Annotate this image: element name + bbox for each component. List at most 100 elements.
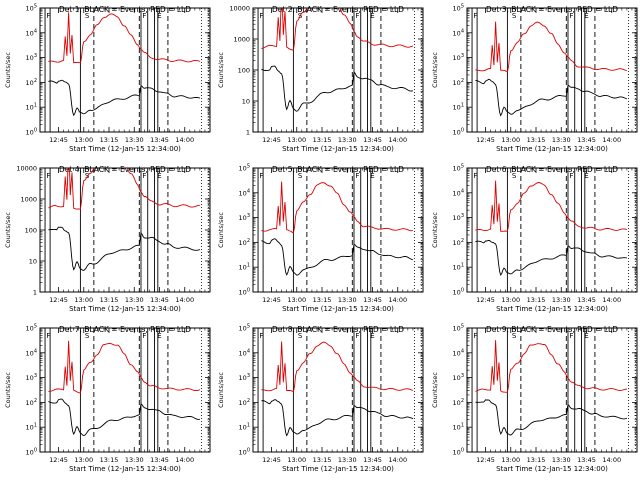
marker-letter: F — [46, 12, 50, 20]
panel-det-9: Det 9, BLACK = Events, RED = LLD Counts/s… — [431, 324, 638, 473]
series-line-lld — [48, 12, 201, 64]
y-tick-label: 100 — [239, 288, 250, 297]
x-tick-label: 12:45 — [262, 296, 281, 304]
x-tick-label: 13:15 — [100, 456, 119, 464]
y-tick-label: 105 — [239, 164, 250, 173]
x-tick-label: 14:00 — [602, 136, 621, 144]
x-tick-label: 14:00 — [388, 136, 407, 144]
plot-area — [261, 341, 414, 437]
series-line-events — [48, 79, 201, 117]
x-axis-label: Start Time (12-Jan-15 12:34:00) — [69, 305, 181, 313]
y-tick-label: 101 — [453, 423, 464, 432]
y-tick-label: 105 — [453, 324, 464, 333]
plot-area — [475, 21, 628, 117]
y-tick-label: 104 — [239, 348, 250, 357]
x-tick-label: 12:45 — [49, 456, 68, 464]
panel-det-2: Det 2, BLACK = Events, RED = LLD Counts/s… — [217, 5, 424, 153]
y-tick-label: 104 — [453, 28, 464, 37]
y-tick-label: 101 — [26, 423, 37, 432]
x-tick-label: 13:00 — [287, 136, 306, 144]
y-tick-label: 100 — [453, 448, 464, 457]
panel-title: Det 1, BLACK = Events, RED = LLD — [59, 5, 191, 14]
marker-letter: F — [355, 172, 359, 180]
series-line-events — [48, 398, 200, 436]
series-line-lld — [475, 180, 628, 232]
y-tick-label: 102 — [453, 238, 464, 247]
panel-det-7: Det 7, BLACK = Events, RED = LLD Counts/s… — [4, 324, 211, 473]
y-tick-label: 103 — [239, 373, 250, 382]
y-tick-label: 102 — [26, 78, 37, 87]
plot-area — [48, 168, 201, 271]
y-tick-label: 101 — [26, 103, 37, 112]
x-tick-label: 13:15 — [100, 136, 119, 144]
x-tick-label: 13:45 — [150, 296, 169, 304]
y-tick-label: 103 — [453, 373, 464, 382]
x-tick-label: 12:45 — [476, 136, 495, 144]
y-axis-label: Counts/sec — [431, 212, 439, 248]
y-tick-label: 104 — [26, 28, 37, 37]
marker-letter: F — [259, 12, 263, 20]
x-tick-label: 13:15 — [313, 296, 332, 304]
y-tick-label: 101 — [453, 103, 464, 112]
x-axis-label: Start Time (12-Jan-15 12:34:00) — [282, 145, 394, 153]
y-tick-label: 105 — [239, 324, 250, 333]
marker-letter: S — [85, 12, 90, 20]
x-tick-label: 13:30 — [552, 296, 571, 304]
y-tick-label: 105 — [453, 164, 464, 173]
x-tick-label: 12:45 — [262, 136, 281, 144]
marker-letter: S — [298, 172, 303, 180]
marker-letter: E — [157, 332, 161, 340]
x-tick-label: 13:30 — [552, 456, 571, 464]
panel-det-5: Det 5, BLACK = Events, RED = LLD Counts/s… — [217, 164, 424, 313]
panel-det-8: Det 8, BLACK = Events, RED = LLD Counts/s… — [217, 324, 424, 473]
series-line-lld — [475, 340, 627, 393]
x-tick-label: 14:00 — [602, 296, 621, 304]
marker-letter: E — [584, 172, 588, 180]
y-axis-label: Counts/sec — [4, 212, 12, 248]
x-tick-label: 14:00 — [175, 136, 194, 144]
y-tick-label: 10 — [29, 258, 37, 266]
marker-letter: F — [46, 332, 50, 340]
y-tick-label: 102 — [26, 398, 37, 407]
x-tick-label: 13:00 — [501, 296, 520, 304]
y-tick-label: 101 — [239, 263, 250, 272]
x-axis-label: Start Time (12-Jan-15 12:34:00) — [496, 305, 608, 313]
marker-letter: F — [569, 332, 573, 340]
x-tick-label: 13:30 — [338, 456, 357, 464]
y-tick-label: 104 — [239, 188, 250, 197]
marker-letter: F — [473, 12, 477, 20]
x-axis-label: Start Time (12-Jan-15 12:34:00) — [69, 145, 181, 153]
series-line-lld — [261, 181, 413, 234]
x-tick-label: 12:45 — [476, 296, 495, 304]
panel-det-4: Det 4, BLACK = Events, RED = LLD Counts/s… — [4, 165, 211, 313]
y-axis-label: Counts/sec — [431, 372, 439, 408]
y-tick-label: 103 — [26, 53, 37, 62]
series-line-lld — [261, 8, 414, 51]
y-tick-label: 100 — [453, 128, 464, 137]
x-tick-label: 14:00 — [388, 456, 407, 464]
marker-letter: F — [142, 332, 146, 340]
series-line-lld — [261, 341, 414, 393]
y-tick-label: 100 — [26, 128, 37, 137]
marker-letter: S — [298, 332, 303, 340]
x-tick-label: 12:45 — [476, 456, 495, 464]
marker-letter: S — [512, 172, 517, 180]
plot-frame — [39, 167, 211, 293]
marker-letter: S — [85, 332, 90, 340]
x-axis-label: Start Time (12-Jan-15 12:34:00) — [496, 145, 608, 153]
marker-letter: F — [259, 332, 263, 340]
marker-letter: E — [157, 172, 161, 180]
marker-letter: F — [473, 332, 477, 340]
marker-letter: F — [46, 172, 50, 180]
series-line-events — [475, 78, 628, 117]
marker-letter: E — [584, 12, 588, 20]
x-tick-label: 14:00 — [175, 456, 194, 464]
panel-title: Det 6, BLACK = Events, RED = LLD — [486, 165, 618, 174]
y-tick-label: 103 — [26, 373, 37, 382]
series-line-events — [261, 238, 413, 276]
y-tick-label: 101 — [453, 263, 464, 272]
plot-frame — [466, 167, 638, 293]
y-tick-label: 1 — [33, 289, 37, 297]
x-tick-label: 13:45 — [363, 296, 382, 304]
